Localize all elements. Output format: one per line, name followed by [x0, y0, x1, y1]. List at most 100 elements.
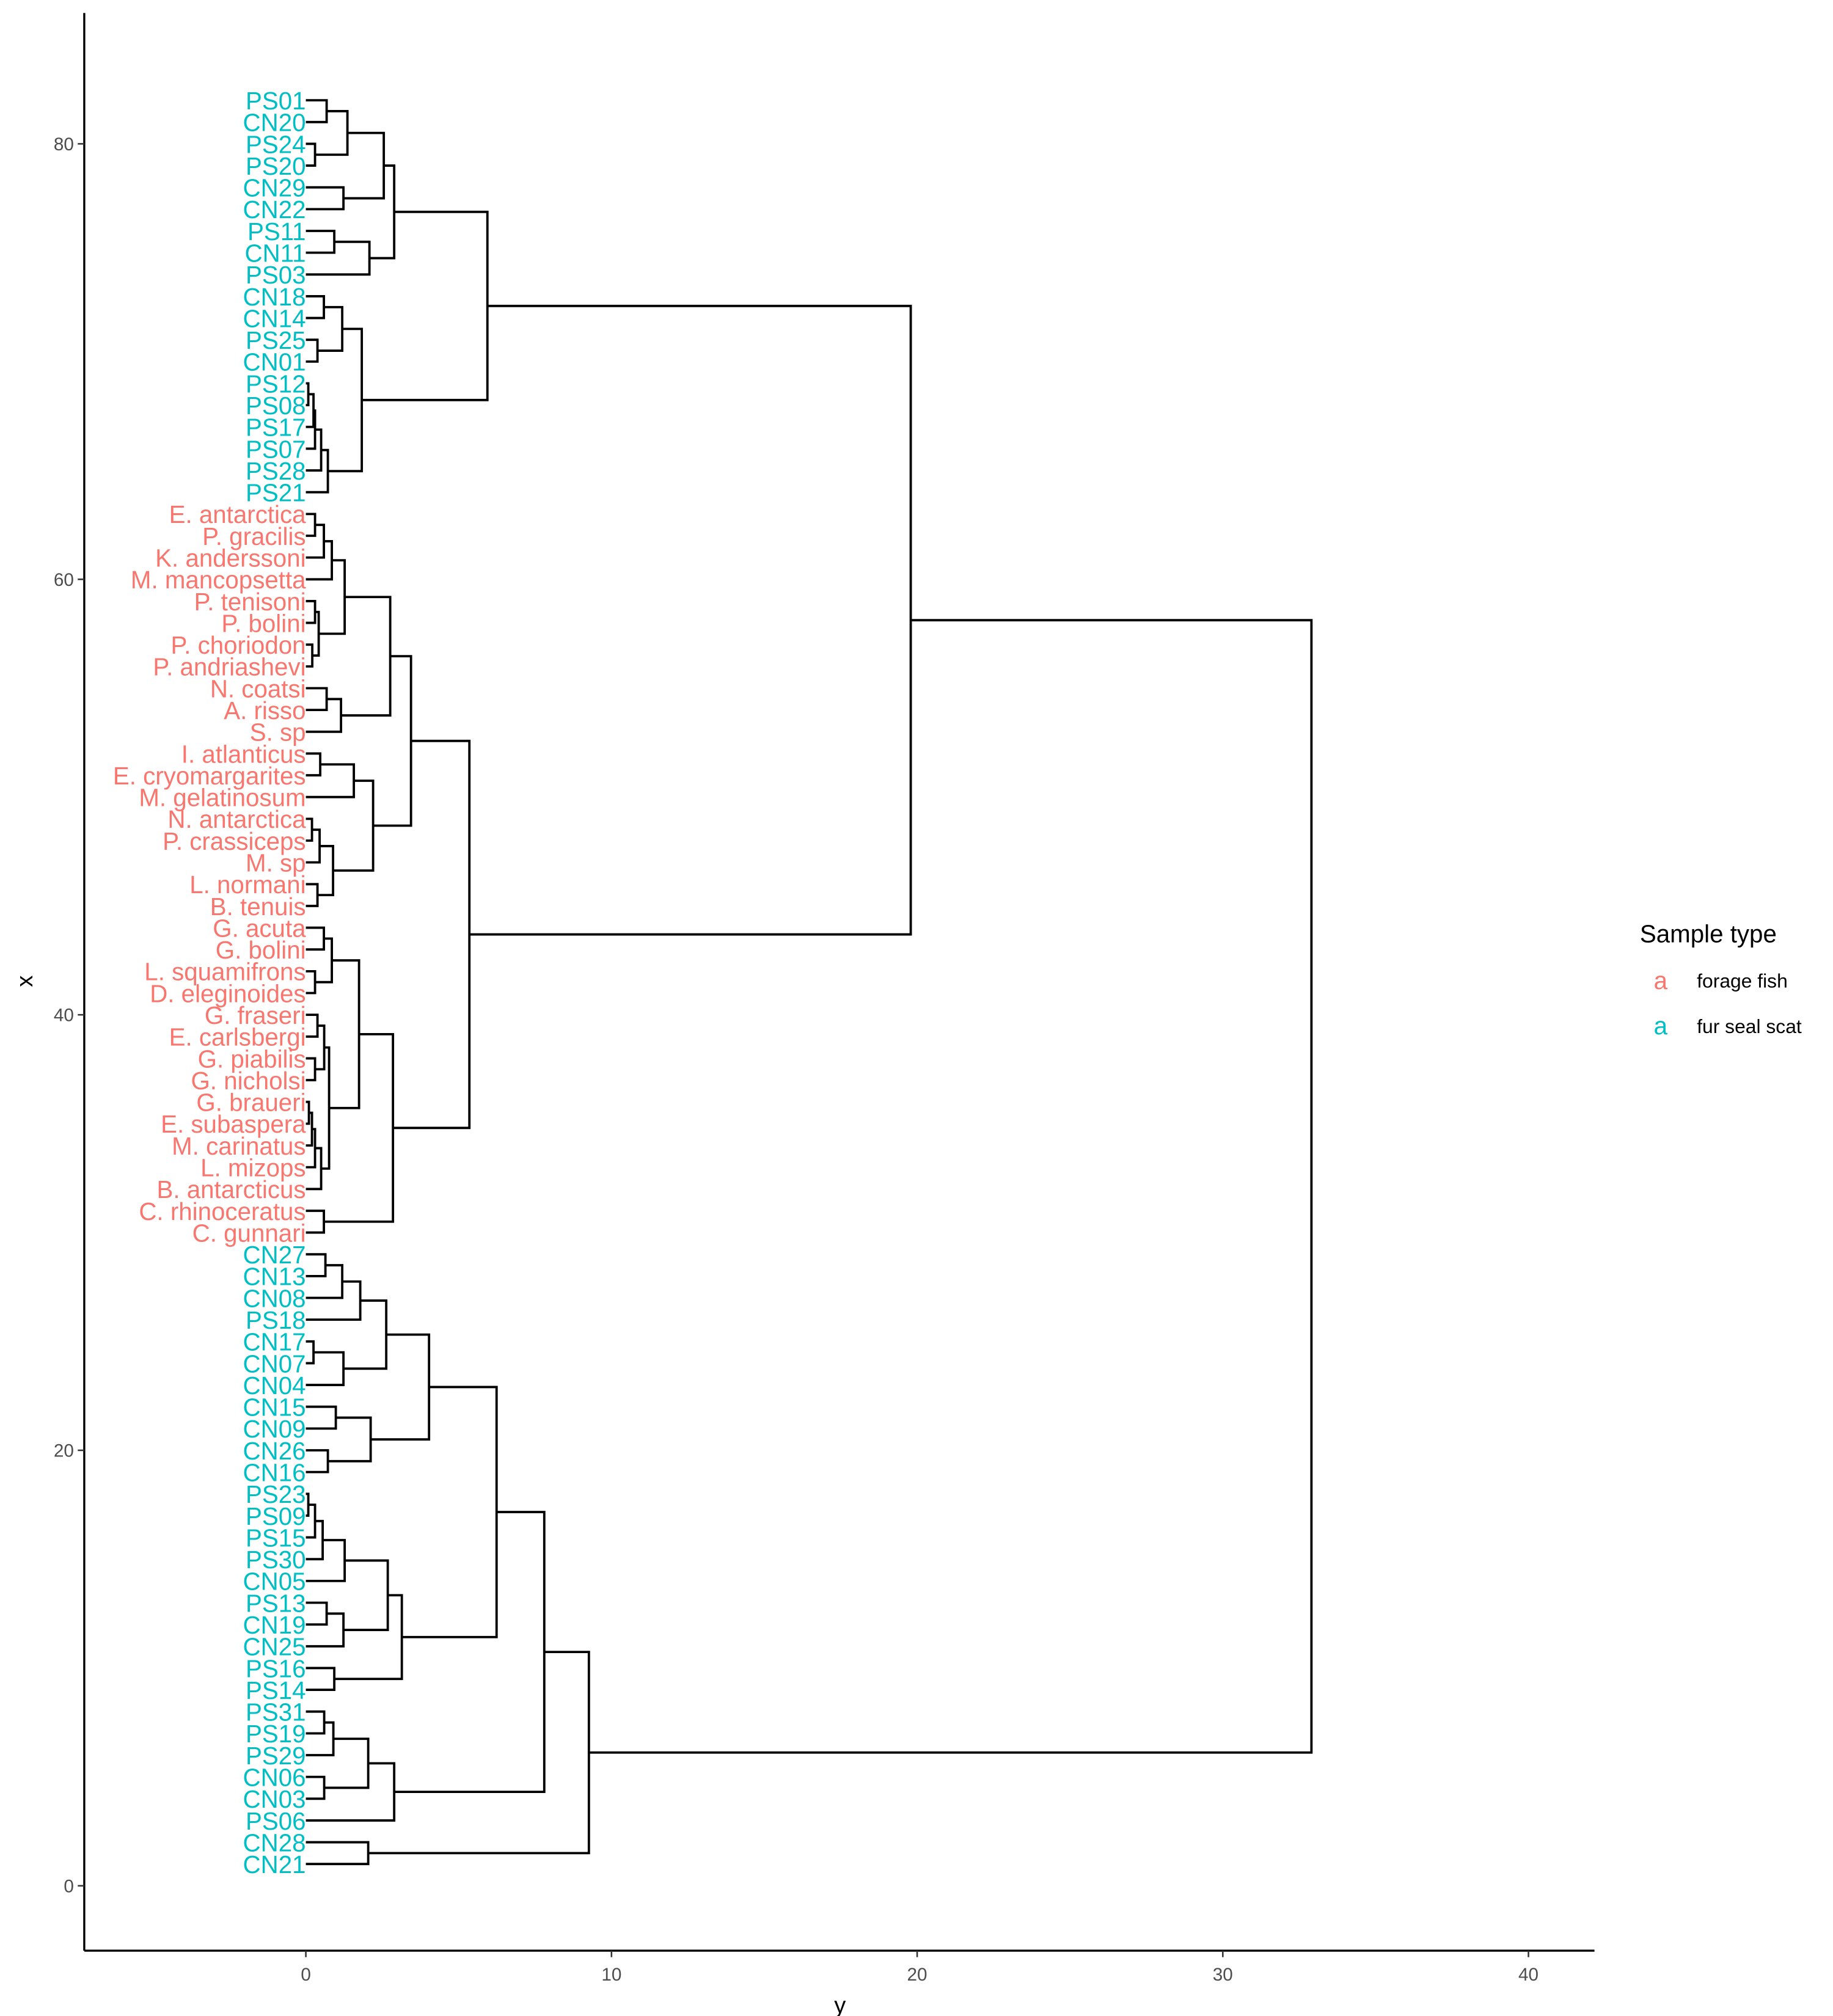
x-tick-label: 30	[1213, 1965, 1233, 1985]
leaf-label: D. eleginoides	[150, 980, 306, 1007]
branch	[393, 739, 471, 1130]
leaf-label: G. fraseri	[205, 1002, 306, 1029]
branch	[306, 393, 315, 428]
leaf-label: M. sp	[246, 849, 306, 877]
leaf-label: I. atlanticus	[181, 740, 306, 768]
branch	[306, 1057, 316, 1081]
branch	[306, 230, 336, 254]
branch	[306, 142, 316, 167]
leaf-label: CN03	[243, 1786, 306, 1813]
y-axis-title: x	[12, 976, 38, 987]
y-tick-label: 80	[54, 134, 74, 155]
leaf-label: P. crassiceps	[163, 828, 306, 855]
leaf-label: PS28	[246, 458, 306, 485]
leaf-label: CN07	[243, 1350, 306, 1378]
branch	[306, 1405, 337, 1430]
leaf-label: PS18	[246, 1307, 306, 1334]
branch	[306, 428, 323, 472]
leaf-label: G. braueri	[196, 1089, 306, 1117]
y-tick-label: 20	[54, 1441, 74, 1461]
branch	[327, 1416, 372, 1463]
leaf-label: CN21	[243, 1851, 306, 1879]
branch	[306, 513, 316, 537]
branch	[306, 99, 328, 123]
branch	[306, 448, 329, 494]
leaf-label: CN13	[243, 1263, 306, 1291]
branch	[306, 1128, 316, 1169]
leaf-label: PS12	[246, 370, 306, 398]
branch	[306, 1100, 310, 1125]
leaf-label: PS31	[246, 1699, 306, 1726]
leaf-label: PS11	[247, 218, 306, 246]
leaf-label: PS07	[246, 436, 306, 463]
leaf-label: L. mizops	[200, 1154, 306, 1181]
leaf-label: PS01	[246, 87, 306, 115]
branch	[317, 305, 344, 352]
leaf-label: PS23	[246, 1481, 306, 1508]
x-tick-label: 20	[907, 1965, 927, 1985]
x-tick-label: 40	[1518, 1965, 1538, 1985]
x-axis-title: y	[834, 1992, 846, 2016]
branch	[306, 1775, 326, 1800]
leaf-label: CN25	[243, 1634, 306, 1661]
y-tick-label: 40	[54, 1006, 74, 1026]
leaf-label: CN17	[243, 1329, 306, 1356]
branch	[306, 295, 326, 320]
branch	[343, 1299, 388, 1370]
branch	[306, 1519, 324, 1561]
leaf-label: PS19	[246, 1720, 306, 1748]
branch	[315, 110, 349, 156]
branch	[368, 1651, 590, 1855]
branch	[306, 828, 321, 864]
leaf-label: PS13	[246, 1590, 306, 1617]
branch	[306, 1539, 346, 1582]
leaf-label: K. anderssoni	[155, 544, 306, 572]
branch	[362, 210, 489, 401]
x-tick-label: 0	[301, 1965, 311, 1985]
branch	[306, 1340, 315, 1365]
leaf-label: S. sp	[250, 719, 306, 747]
branch	[306, 382, 310, 407]
leaf-label: G. acuta	[213, 915, 306, 942]
leaf-label: P. andriashevi	[153, 654, 306, 681]
branch	[306, 1253, 327, 1277]
branch	[373, 655, 412, 827]
leaf-label: CN29	[243, 175, 306, 202]
branch	[329, 959, 360, 1109]
branch	[306, 687, 328, 712]
branch	[343, 131, 386, 200]
leaf-label: PS25	[246, 327, 306, 354]
branch	[306, 524, 326, 559]
leaf-label: B. tenuis	[210, 893, 306, 921]
leaf-label: G. nicholsi	[191, 1067, 306, 1095]
leaf-label: L. squamifrons	[144, 959, 306, 986]
leaf-label: PS20	[246, 153, 306, 180]
leaf-label: PS08	[246, 392, 306, 420]
leaf-label: CN18	[243, 283, 306, 311]
leaf-label: PS30	[246, 1546, 306, 1574]
branch	[306, 1710, 326, 1735]
branch	[306, 1601, 328, 1626]
leaf-label: PS09	[246, 1503, 306, 1530]
branch	[306, 1841, 370, 1866]
branch	[306, 1210, 326, 1234]
leaf-label: CN19	[243, 1612, 306, 1639]
leaf-label: A. risso	[224, 697, 306, 725]
leaf-label: P. bolini	[221, 610, 306, 637]
leaf-label: CN22	[243, 196, 306, 224]
branch	[306, 970, 316, 995]
branch	[324, 1737, 370, 1789]
branch	[306, 1612, 345, 1648]
leaf-label: CN14	[243, 305, 306, 332]
branch	[341, 596, 392, 717]
leaf-label: M. carinatus	[172, 1133, 306, 1160]
leaf-label: P. gracilis	[202, 523, 306, 550]
leaf-label: C. rhinoceratus	[139, 1198, 306, 1225]
leaf-label: CN11	[245, 239, 306, 267]
branch	[327, 327, 364, 473]
branch	[333, 780, 375, 872]
leaf-label: CN26	[243, 1437, 306, 1465]
branch	[306, 1264, 344, 1299]
leaf-label: PS21	[246, 480, 306, 507]
leaf-label: CN06	[243, 1764, 306, 1791]
